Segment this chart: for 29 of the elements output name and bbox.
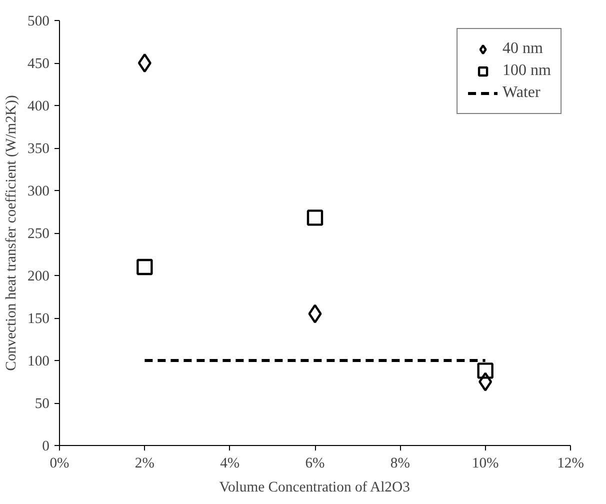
- y-axis-title: Convection heat transfer coefficient (W/m2K)): [4, 95, 20, 371]
- x-tick-label: 10%: [472, 456, 499, 472]
- x-axis-title: Volume Concentration of Al2O3: [219, 480, 410, 496]
- y-tick-label: 200: [28, 268, 50, 284]
- x-tick-label: 0%: [50, 456, 70, 472]
- y-tick-label: 0: [42, 438, 50, 454]
- point: [306, 210, 324, 226]
- y-tick-label: 250: [28, 226, 50, 242]
- y-tick-label: 100: [28, 354, 50, 370]
- point: [138, 53, 152, 73]
- y-tick-label: 350: [28, 141, 50, 157]
- legend-label: 100 nm: [502, 62, 551, 80]
- y-tick-label: 150: [28, 311, 50, 327]
- legend-label: Water: [502, 84, 540, 102]
- x-tick-label: 4%: [220, 456, 240, 472]
- y-tick-label: 300: [28, 184, 50, 200]
- x-tick-label: 2%: [134, 456, 154, 472]
- legend-label: 40 nm: [502, 40, 543, 58]
- point: [478, 372, 492, 392]
- y-tick-label: 450: [28, 56, 50, 72]
- point: [477, 362, 494, 379]
- x-tick-label: 6%: [305, 456, 325, 472]
- y-tick-label: 50: [34, 396, 50, 412]
- point: [136, 258, 153, 276]
- y-tick-label: 400: [28, 98, 50, 114]
- x-tick-label: 12%: [557, 456, 584, 472]
- x-tick-label: 8%: [390, 456, 410, 472]
- point: [308, 304, 322, 324]
- y-tick-label: 500: [28, 14, 50, 30]
